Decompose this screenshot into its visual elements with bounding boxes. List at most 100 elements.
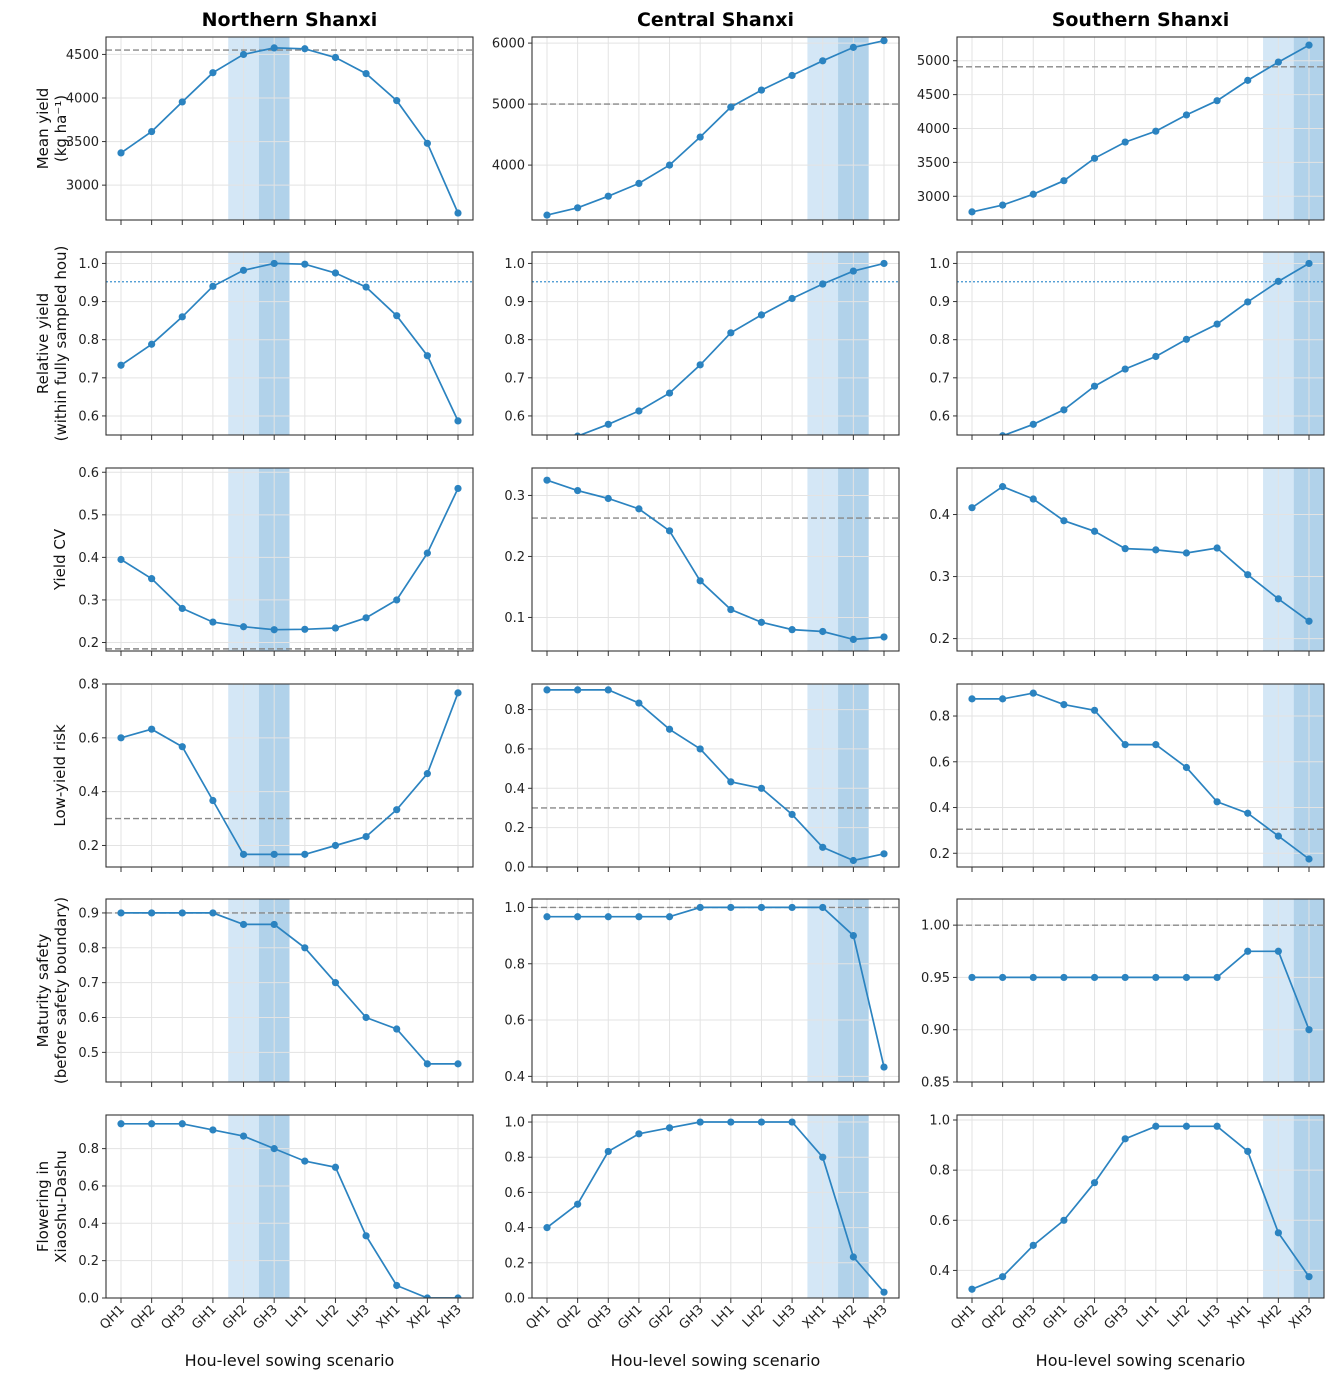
data-point-XH2 xyxy=(423,549,431,557)
y-axis-label-line: (before safety boundary) xyxy=(52,897,70,1084)
data-point-XH3 xyxy=(454,1060,462,1068)
data-point-XH2 xyxy=(423,1294,431,1298)
data-point-GH1 xyxy=(635,505,643,513)
y-tick-label: 0.1 xyxy=(504,611,525,626)
data-point-QH3 xyxy=(604,686,612,694)
plot-frame xyxy=(956,683,1325,868)
y-tick-label: 5000 xyxy=(492,98,525,113)
chart-panel-2-3: 0.6 0.7 0.8 0.9 1.0 xyxy=(929,251,1325,440)
series-line xyxy=(972,692,1310,860)
y-tick-label: 0.95 xyxy=(921,971,950,986)
y-tick-label: 0.4 xyxy=(78,551,99,566)
data-point-QH3 xyxy=(604,192,612,200)
data-point-GH3 xyxy=(270,626,278,634)
data-point-LH1 xyxy=(301,260,309,268)
data-point-GH1 xyxy=(1060,700,1068,709)
y-tick-label: 0.6 xyxy=(929,1214,950,1229)
data-point-GH1 xyxy=(1060,973,1068,982)
y-axis-label-line: Mean yield xyxy=(34,88,52,170)
y-tick-label: 5000 xyxy=(917,54,950,69)
x-tick-label: LH1 xyxy=(283,1302,311,1330)
data-point-XH1 xyxy=(819,903,827,912)
data-point-GH1 xyxy=(209,282,217,290)
data-point-XH3 xyxy=(1305,41,1313,49)
data-point-QH1 xyxy=(543,686,551,694)
y-tick-label: 0.9 xyxy=(504,295,525,310)
series-line xyxy=(971,1125,1310,1290)
data-point-XH2 xyxy=(849,635,857,644)
data-point-QH1 xyxy=(543,440,550,447)
data-point-LH2 xyxy=(1182,335,1191,343)
data-point-LH3 xyxy=(362,832,370,841)
data-point-XH1 xyxy=(1244,947,1252,955)
y-tick-label: 0.2 xyxy=(78,839,99,854)
data-point-LH3 xyxy=(788,1118,796,1126)
y-tick-label: 1.0 xyxy=(78,257,99,272)
data-point-QH1 xyxy=(968,208,976,216)
y-tick-label: 4000 xyxy=(492,159,525,174)
y-tick-label: 0.8 xyxy=(504,703,525,718)
data-point-XH3 xyxy=(1305,617,1313,625)
data-point-XH2 xyxy=(423,770,431,778)
series-group xyxy=(543,686,888,865)
y-tick-label: 0.7 xyxy=(78,371,99,386)
y-axis-label-line: Xiaoshu-Dashu xyxy=(52,1150,70,1263)
data-point-QH3 xyxy=(178,1120,186,1128)
data-point-XH1 xyxy=(819,1153,827,1161)
y-axis-label-row-5: Maturity safety (before safety boundary) xyxy=(34,897,70,1084)
data-point-XH3 xyxy=(1305,1026,1313,1034)
y-tick-label: 0.3 xyxy=(504,489,525,504)
y-axis-label-line: (within fully sampled hou) xyxy=(52,246,70,442)
data-point-QH3 xyxy=(178,604,186,613)
data-point-QH2 xyxy=(148,340,156,348)
y-axis-label-line: Yield CV xyxy=(51,528,69,591)
y-axis-label-row-2: Relative yield (within fully sampled hou) xyxy=(34,246,70,442)
data-point-LH1 xyxy=(727,778,735,786)
y-tick-label: 0.8 xyxy=(78,678,99,693)
chart-panel-1-1: 3000 3500 4000 4500 xyxy=(66,36,474,225)
y-tick-label: 4000 xyxy=(66,92,99,107)
data-point-XH2 xyxy=(1274,947,1282,955)
y-tick-label: 0.8 xyxy=(78,941,99,956)
data-point-GH2 xyxy=(1090,706,1099,714)
y-axis-label-row-1: Mean yield (kg ha⁻¹) xyxy=(34,88,70,170)
y-tick-label: 0.4 xyxy=(929,508,950,523)
y-tick-label: 4500 xyxy=(66,48,99,63)
series-group xyxy=(999,259,1313,435)
data-point-LH1 xyxy=(301,850,309,858)
series-group xyxy=(117,909,462,1068)
data-point-QH2 xyxy=(148,725,156,733)
data-point-XH1 xyxy=(819,843,827,851)
data-point-GH2 xyxy=(239,623,248,631)
data-point-XH1 xyxy=(393,97,401,105)
data-point-LH2 xyxy=(331,53,340,62)
data-point-QH2 xyxy=(999,201,1007,209)
data-point-XH3 xyxy=(454,1294,462,1298)
series-line xyxy=(547,906,885,1068)
data-point-QH1 xyxy=(543,476,551,484)
x-tick-label: XH3 xyxy=(1286,1302,1316,1332)
data-point-XH1 xyxy=(1244,809,1252,817)
data-point-XH1 xyxy=(819,280,827,288)
data-point-QH2 xyxy=(999,973,1007,982)
data-point-QH3 xyxy=(1029,1241,1037,1249)
series-group xyxy=(968,483,1313,625)
y-tick-label: 0.6 xyxy=(78,409,99,424)
series-group xyxy=(543,259,888,447)
data-point-QH1 xyxy=(117,1120,125,1128)
data-point-GH3 xyxy=(696,745,704,753)
data-point-QH2 xyxy=(999,432,1007,435)
series-line xyxy=(120,47,459,214)
data-point-LH3 xyxy=(1213,973,1221,982)
data-point-QH3 xyxy=(1029,420,1037,428)
data-point-GH3 xyxy=(1121,1135,1129,1143)
y-tick-label: 0.4 xyxy=(504,1070,525,1085)
data-point-XH2 xyxy=(1274,595,1282,603)
data-point-GH1 xyxy=(635,913,643,921)
data-point-LH3 xyxy=(788,810,796,819)
data-point-LH2 xyxy=(1182,549,1191,557)
data-point-XH3 xyxy=(1305,259,1313,268)
data-point-LH2 xyxy=(331,1163,340,1171)
data-point-LH1 xyxy=(1152,973,1160,982)
y-tick-label: 0.8 xyxy=(504,333,525,348)
